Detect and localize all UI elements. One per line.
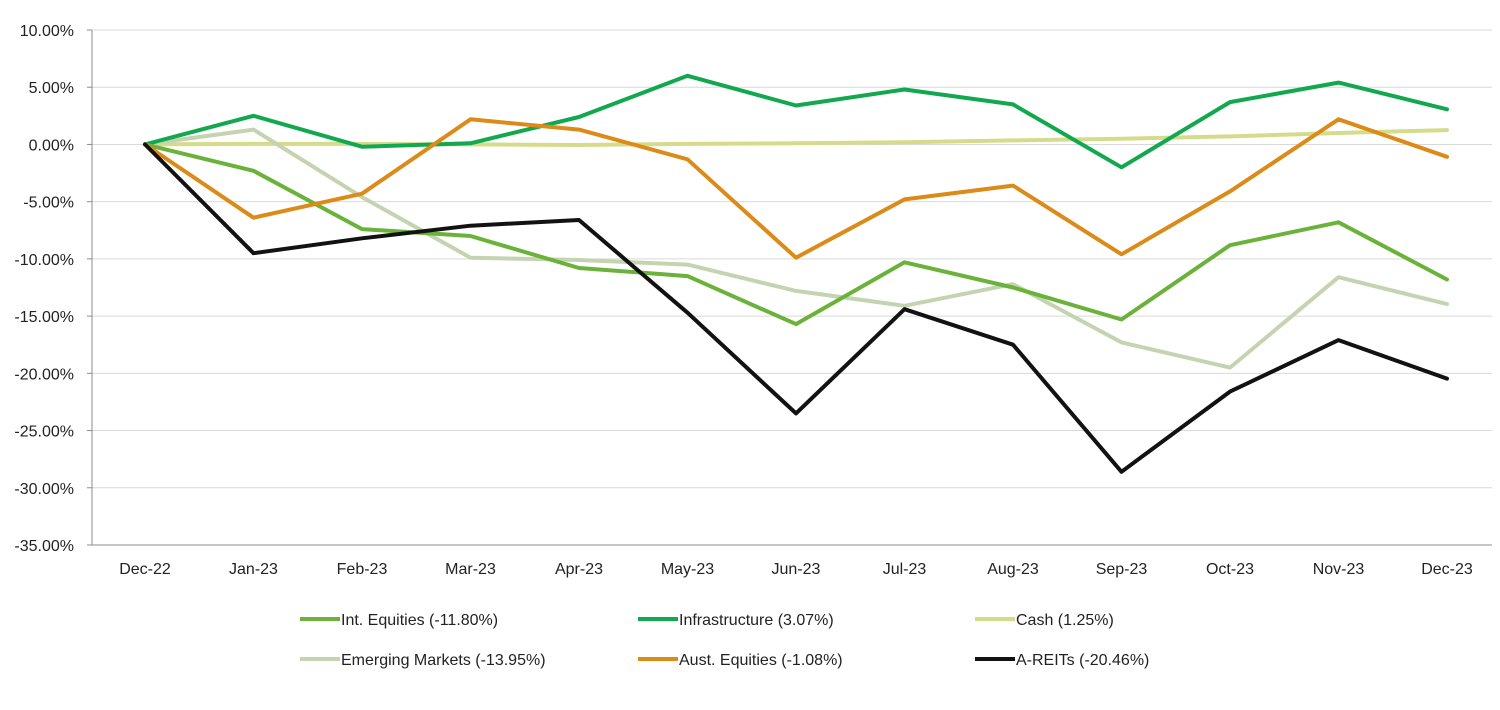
y-tick-label: -20.00% bbox=[14, 366, 74, 383]
legend-label: Aust. Equities (-1.08%) bbox=[679, 652, 843, 669]
legend-label: Cash (1.25%) bbox=[1016, 612, 1114, 629]
legend-label: Emerging Markets (-13.95%) bbox=[341, 652, 546, 669]
x-tick-label: Apr-23 bbox=[555, 561, 603, 578]
y-tick-label: -35.00% bbox=[14, 538, 74, 555]
x-tick-label: Mar-23 bbox=[445, 561, 496, 578]
x-tick-label: Jun-23 bbox=[772, 561, 821, 578]
legend-item: A-REITs (-20.46%) bbox=[975, 652, 1149, 669]
y-tick-label: 5.00% bbox=[29, 80, 74, 97]
legend-label: Infrastructure (3.07%) bbox=[679, 612, 834, 629]
legend-item: Cash (1.25%) bbox=[975, 612, 1114, 629]
y-axis-ticks: 10.00% 5.00% 0.00% -5.00% -10.00% -15.00% -20.… bbox=[14, 23, 92, 555]
legend-item: Infrastructure (3.07%) bbox=[638, 612, 834, 629]
legend: Int. Equities (-11.80%) Infrastructure (3… bbox=[300, 612, 1149, 669]
x-tick-label: Sep-23 bbox=[1096, 561, 1148, 578]
series-line-cash bbox=[143, 128, 1449, 147]
series-line-a-reits bbox=[143, 142, 1449, 474]
x-tick-label: Dec-23 bbox=[1421, 561, 1473, 578]
x-tick-label: Oct-23 bbox=[1206, 561, 1254, 578]
series-line-emerging-markets bbox=[143, 127, 1449, 370]
gridlines bbox=[92, 29, 1492, 546]
axes bbox=[91, 30, 1492, 546]
y-tick-label: -10.00% bbox=[14, 252, 74, 269]
y-tick-label: -30.00% bbox=[14, 481, 74, 498]
legend-item: Aust. Equities (-1.08%) bbox=[638, 652, 843, 669]
x-tick-label: Feb-23 bbox=[337, 561, 388, 578]
series-line-int-equities bbox=[143, 142, 1449, 327]
x-tick-label: Nov-23 bbox=[1313, 561, 1365, 578]
x-tick-label: Jul-23 bbox=[883, 561, 927, 578]
legend-label: Int. Equities (-11.80%) bbox=[341, 612, 498, 629]
y-tick-label: -25.00% bbox=[14, 424, 74, 441]
series-lines bbox=[143, 73, 1449, 474]
series-line-aust-equities bbox=[143, 117, 1449, 260]
y-tick-label: 0.00% bbox=[29, 137, 74, 154]
legend-item: Emerging Markets (-13.95%) bbox=[300, 652, 546, 669]
x-tick-label: Dec-22 bbox=[119, 561, 171, 578]
x-tick-label: Jan-23 bbox=[229, 561, 278, 578]
y-tick-label: -5.00% bbox=[23, 195, 74, 212]
x-tick-label: Aug-23 bbox=[987, 561, 1039, 578]
x-tick-label: May-23 bbox=[661, 561, 714, 578]
series-line-infrastructure bbox=[143, 73, 1449, 170]
legend-label: A-REITs (-20.46%) bbox=[1016, 652, 1149, 669]
legend-item: Int. Equities (-11.80%) bbox=[300, 612, 498, 629]
y-tick-label: -15.00% bbox=[14, 309, 74, 326]
x-axis-ticks: Dec-22 Jan-23 Feb-23 Mar-23 Apr-23 May-23 Jun-… bbox=[119, 561, 1473, 578]
y-tick-label: 10.00% bbox=[20, 23, 74, 40]
